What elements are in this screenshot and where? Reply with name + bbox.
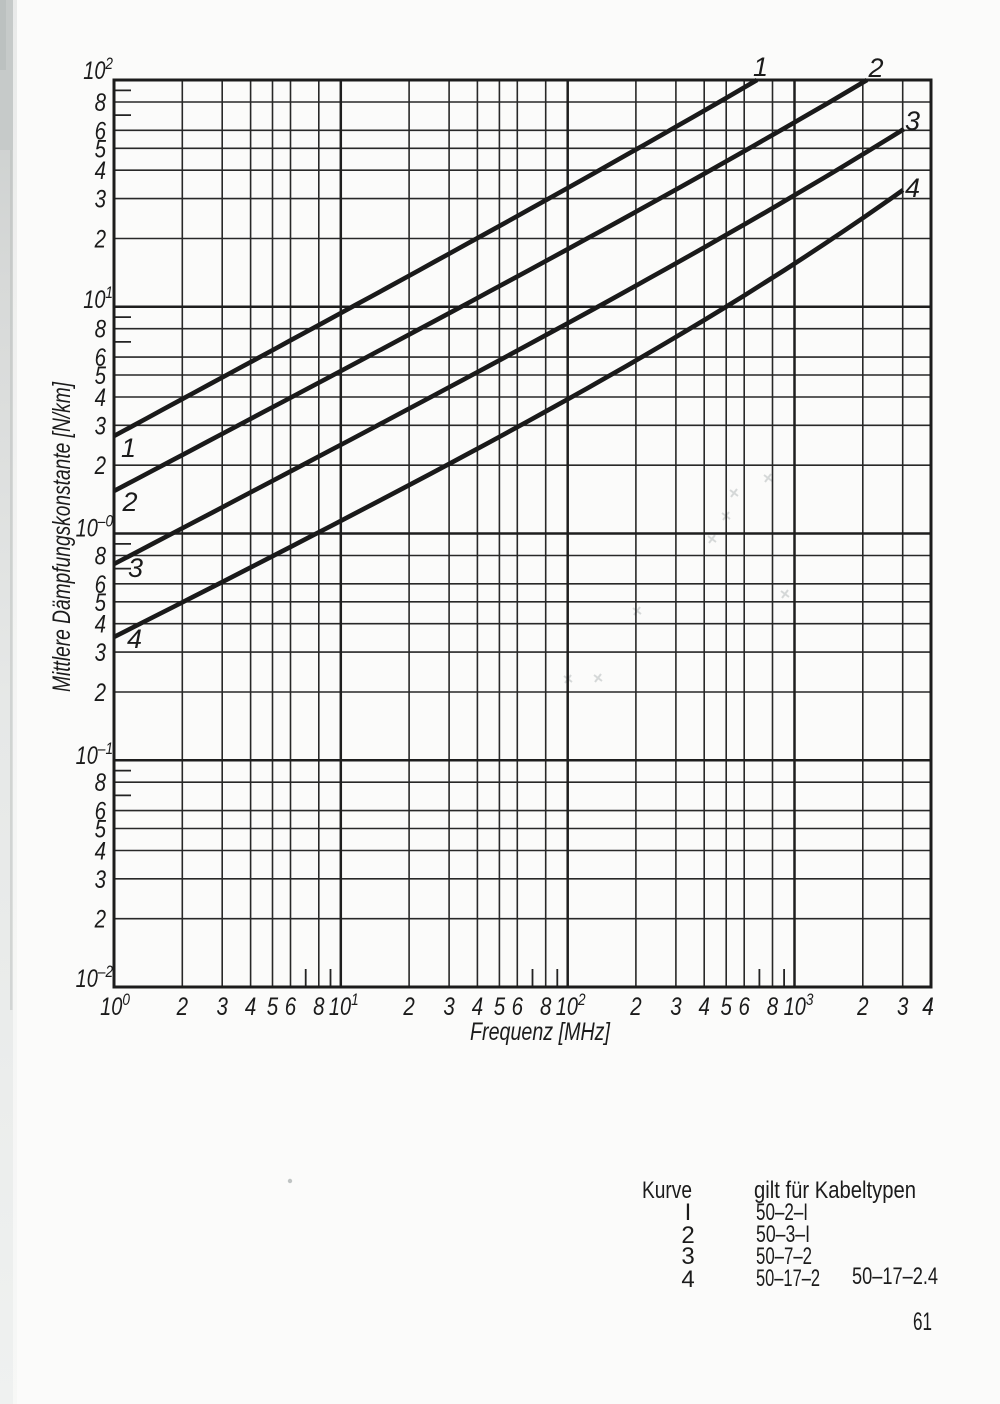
svg-text:Kurve: Kurve — [642, 1177, 692, 1204]
svg-text:102: 102 — [556, 991, 586, 1021]
svg-text:50–17–2: 50–17–2 — [756, 1265, 820, 1292]
svg-text:Frequenz [MHz]: Frequenz [MHz] — [470, 1018, 611, 1046]
svg-text:2: 2 — [629, 992, 642, 1020]
svg-text:50–7–2: 50–7–2 — [756, 1243, 812, 1270]
svg-text:8: 8 — [95, 88, 107, 116]
svg-text:1: 1 — [753, 52, 768, 82]
svg-text:4: 4 — [472, 992, 483, 1020]
svg-text:6: 6 — [95, 343, 107, 371]
svg-text:3: 3 — [128, 553, 143, 583]
svg-text:3: 3 — [95, 185, 107, 213]
svg-text:2: 2 — [94, 225, 107, 253]
svg-text:5: 5 — [95, 815, 107, 843]
svg-text:3: 3 — [443, 992, 455, 1020]
svg-text:5: 5 — [494, 992, 506, 1020]
svg-text:3: 3 — [95, 865, 107, 893]
svg-text:8: 8 — [767, 992, 779, 1020]
svg-text:2: 2 — [856, 992, 869, 1020]
svg-text:5: 5 — [95, 134, 107, 162]
svg-text:4: 4 — [95, 383, 106, 411]
svg-text:6: 6 — [738, 992, 750, 1020]
svg-text:6: 6 — [512, 992, 524, 1020]
svg-text:3: 3 — [95, 638, 107, 666]
svg-text:gilt für Kabeltypen: gilt für Kabeltypen — [754, 1177, 916, 1204]
svg-text:6: 6 — [95, 116, 107, 144]
svg-text:8: 8 — [95, 315, 107, 343]
svg-text:2: 2 — [867, 53, 883, 83]
svg-text:4: 4 — [245, 992, 256, 1020]
svg-text:3: 3 — [95, 411, 107, 439]
svg-text:3: 3 — [681, 1243, 694, 1270]
svg-text:2: 2 — [681, 1222, 694, 1249]
svg-text:2: 2 — [94, 905, 107, 933]
svg-text:5: 5 — [95, 361, 107, 389]
svg-text:4: 4 — [905, 173, 920, 203]
svg-text:4: 4 — [922, 992, 933, 1020]
svg-text:8: 8 — [95, 768, 107, 796]
svg-text:6: 6 — [285, 992, 297, 1020]
svg-text:8: 8 — [95, 542, 107, 570]
svg-text:2: 2 — [94, 451, 107, 479]
svg-text:3: 3 — [670, 992, 682, 1020]
svg-text:50–17–2.4: 50–17–2.4 — [852, 1263, 938, 1290]
svg-text:Mittlere Dämpfungskonstante [N: Mittlere Dämpfungskonstante [N/km] — [48, 381, 76, 692]
svg-text:5: 5 — [95, 588, 107, 616]
svg-text:4: 4 — [95, 610, 106, 638]
svg-text:61: 61 — [913, 1308, 932, 1336]
svg-text:2: 2 — [121, 487, 137, 517]
svg-text:5: 5 — [267, 992, 279, 1020]
svg-text:3: 3 — [897, 992, 909, 1020]
svg-text:2: 2 — [94, 678, 107, 706]
svg-text:3: 3 — [905, 106, 920, 136]
svg-text:10–0: 10–0 — [76, 512, 114, 542]
svg-text:6: 6 — [95, 797, 107, 825]
svg-text:6: 6 — [95, 570, 107, 598]
svg-text:4: 4 — [681, 1266, 694, 1293]
svg-text:8: 8 — [540, 992, 552, 1020]
svg-text:I: I — [685, 1199, 692, 1226]
svg-text:1: 1 — [121, 433, 136, 463]
svg-text:3: 3 — [216, 992, 228, 1020]
svg-text:50–3–I: 50–3–I — [756, 1221, 810, 1248]
svg-text:5: 5 — [720, 992, 732, 1020]
svg-text:4: 4 — [698, 992, 709, 1020]
svg-text:8: 8 — [313, 992, 325, 1020]
svg-text:50–2–I: 50–2–I — [756, 1199, 808, 1226]
svg-text:4: 4 — [95, 837, 106, 865]
svg-text:4: 4 — [127, 624, 142, 654]
svg-text:2: 2 — [176, 992, 189, 1020]
svg-text:2: 2 — [403, 992, 416, 1020]
svg-text:4: 4 — [922, 992, 933, 1020]
svg-text:4: 4 — [95, 156, 106, 184]
